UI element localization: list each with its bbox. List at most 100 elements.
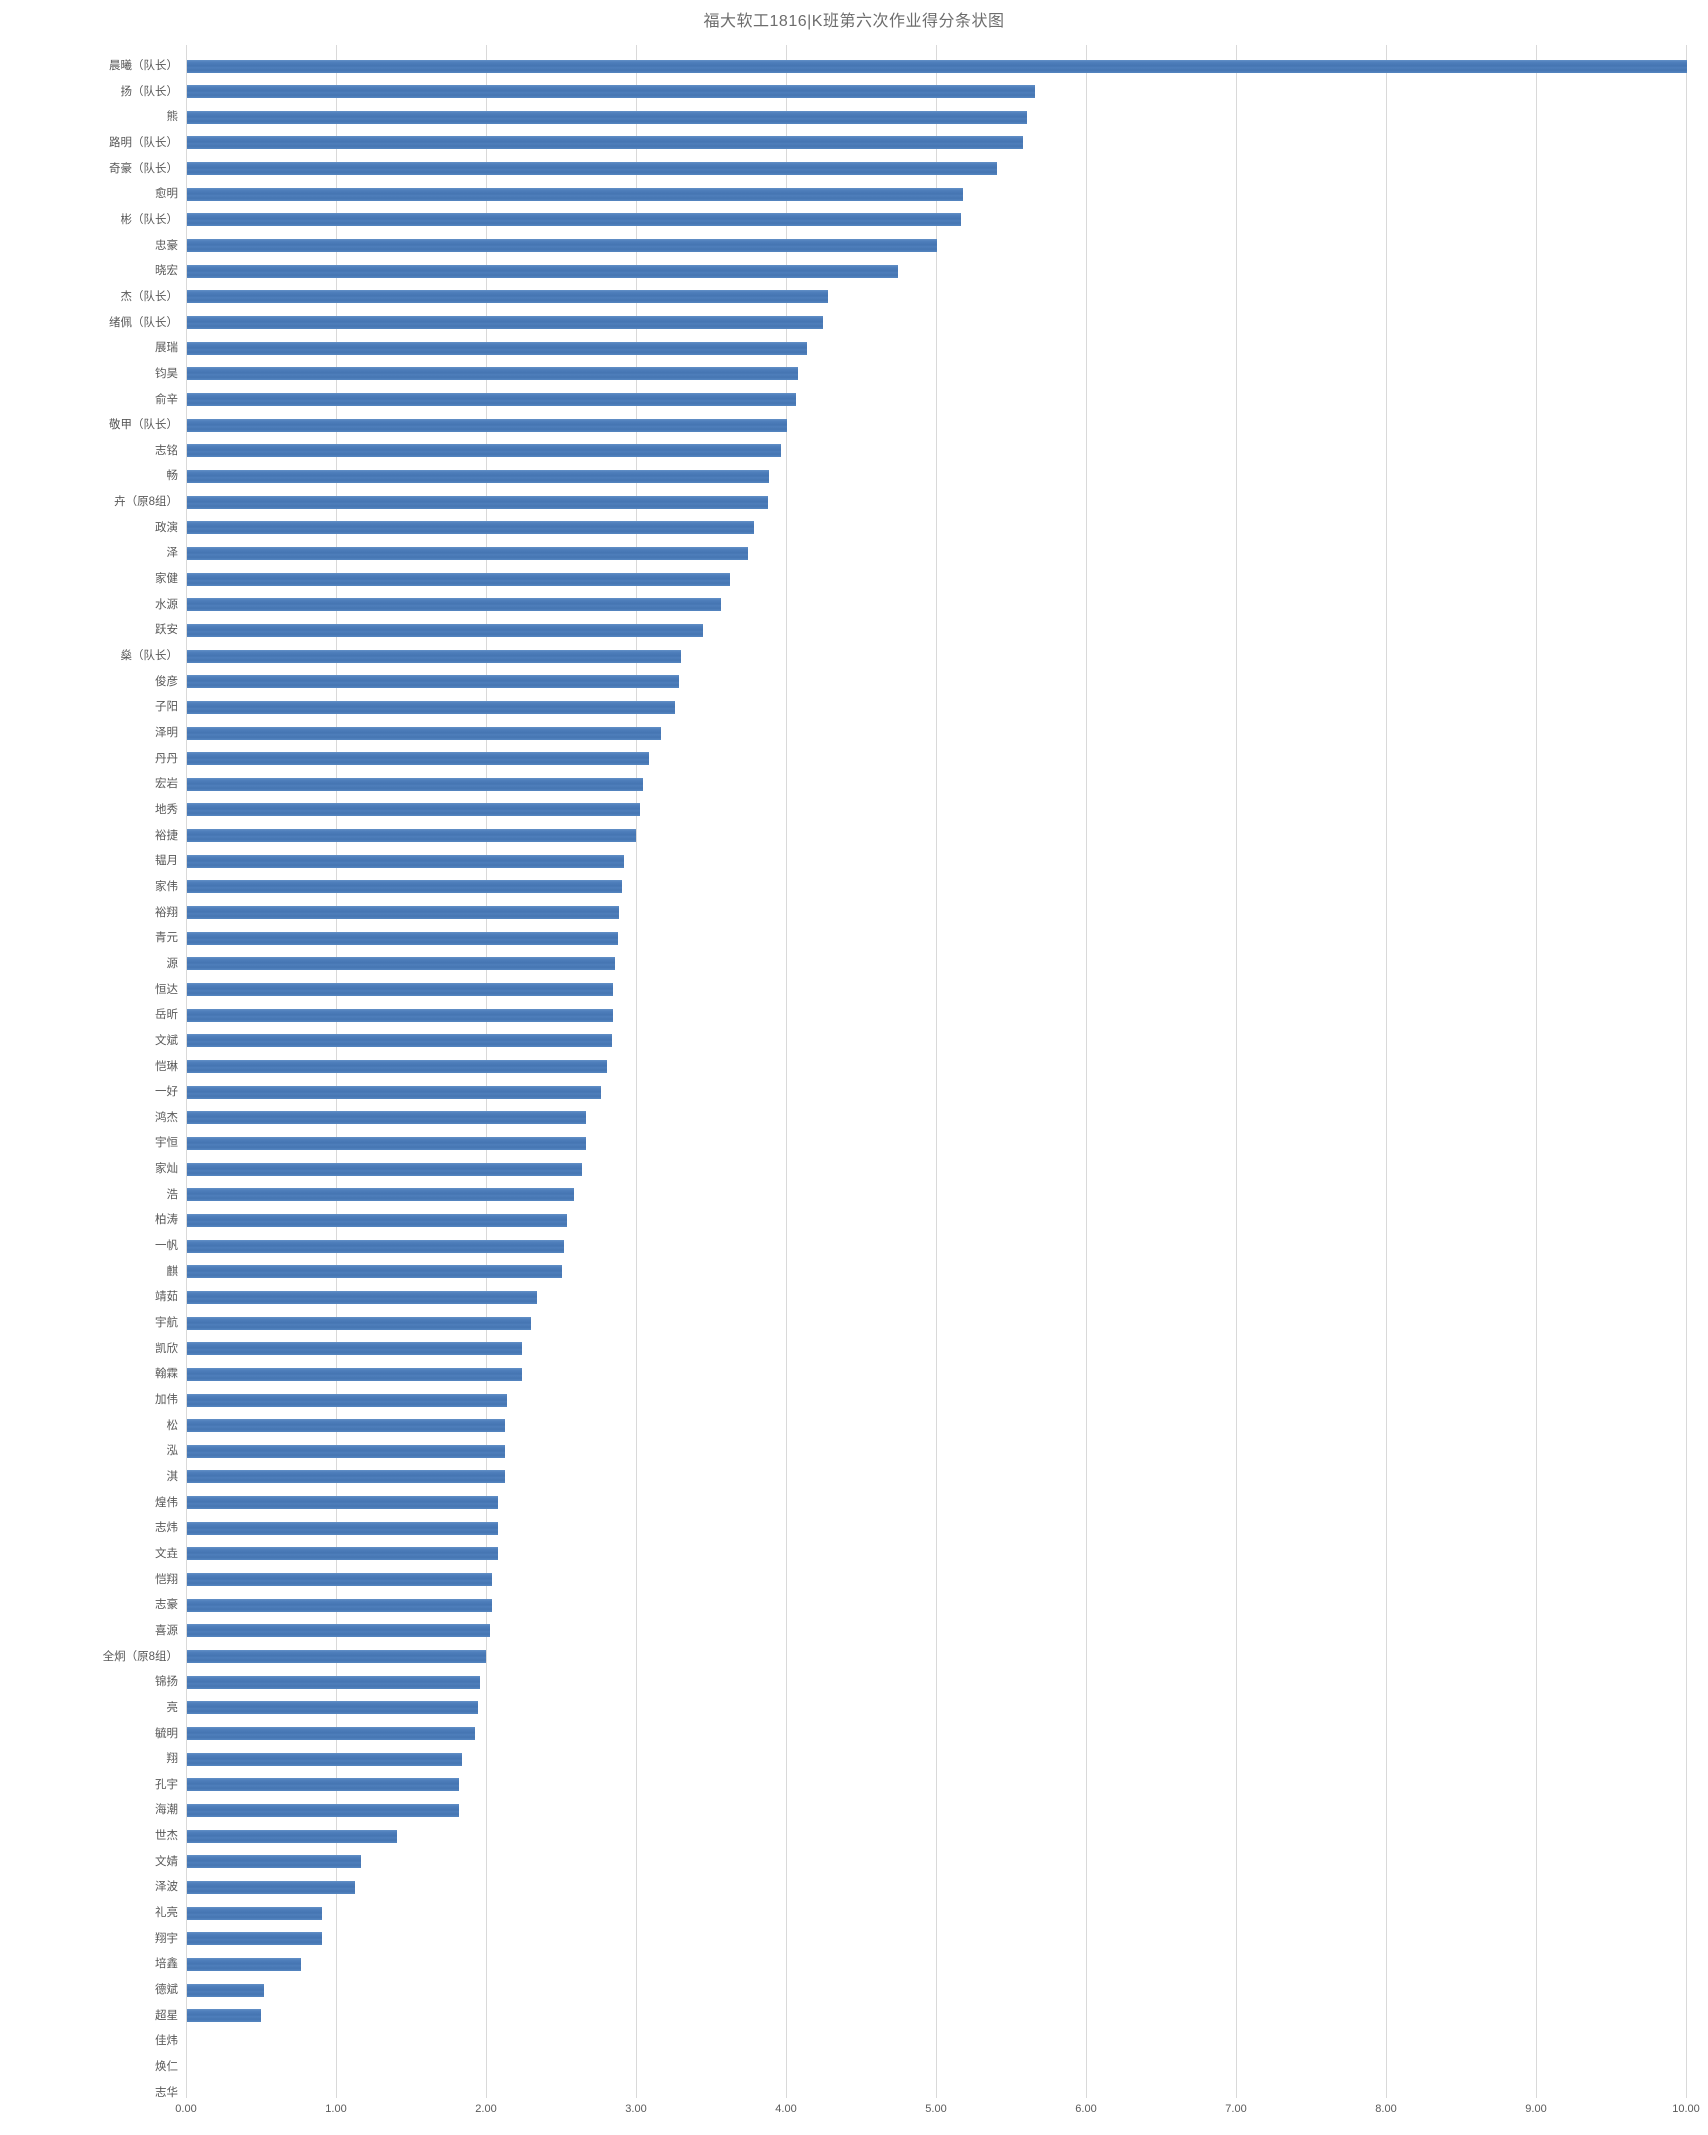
- bar-label: 凯欣: [155, 1342, 178, 1355]
- bar-label: 家灿: [155, 1163, 178, 1176]
- bar-label: 佳炜: [155, 2035, 178, 2048]
- bar: [187, 1701, 478, 1715]
- bar-label: 靖茹: [155, 1291, 178, 1304]
- bar: [187, 1060, 607, 1073]
- bar-label: 翰霖: [155, 1368, 178, 1381]
- bar: [187, 598, 721, 612]
- x-tick-label: 0.00: [175, 2103, 197, 2115]
- bar: [187, 444, 781, 458]
- grid-line: [1686, 45, 1687, 2098]
- grid-line: [786, 45, 787, 2098]
- bar: [187, 1008, 613, 1022]
- bar: [187, 469, 769, 483]
- bar-label: 文婧: [155, 1855, 178, 1868]
- bar: [187, 1162, 582, 1176]
- bar: [187, 623, 703, 637]
- bar-label: 水源: [155, 598, 178, 611]
- bar: [187, 1367, 522, 1381]
- bar-label: 志豪: [155, 1599, 178, 1612]
- bar-label: 文垚: [155, 1547, 178, 1560]
- bar-label: 锦扬: [155, 1676, 178, 1689]
- bar-label: 海潮: [155, 1804, 178, 1817]
- bar: [187, 187, 963, 201]
- bar-label: 世杰: [155, 1830, 178, 1843]
- bar: [187, 1470, 505, 1484]
- bar-label: 志炜: [155, 1522, 178, 1535]
- bar: [187, 983, 613, 997]
- bar-label: 俞辛: [155, 393, 178, 406]
- bar-label: 恒达: [155, 983, 178, 996]
- bar-label: 青元: [155, 932, 178, 945]
- bar-label: 柏涛: [155, 1214, 178, 1227]
- bar: [187, 1803, 459, 1817]
- bar-label: 熊: [166, 111, 179, 124]
- bar-label: 裕捷: [155, 829, 178, 842]
- bar-label: 孔宇: [155, 1778, 178, 1791]
- bar: [187, 1521, 498, 1535]
- bar-label: 钧昊: [155, 367, 178, 380]
- bar: [187, 931, 618, 945]
- bar-label: 源: [166, 957, 179, 970]
- bar: [187, 264, 898, 278]
- bar-label: 鸿杰: [155, 1111, 178, 1124]
- bar-label: 喜源: [155, 1624, 178, 1637]
- bar: [187, 1188, 574, 1202]
- x-tick-label: 5.00: [925, 2103, 947, 2115]
- bar: [187, 1906, 322, 1920]
- bar: [187, 1265, 562, 1279]
- bar: [187, 85, 1035, 99]
- bar-label: 亮: [166, 1701, 179, 1714]
- bar-label: 卉（原8组）: [114, 496, 178, 509]
- bar: [187, 393, 796, 406]
- bar: [187, 829, 636, 843]
- grid-line: [1386, 45, 1387, 2098]
- bar: [187, 1342, 522, 1356]
- bar-label: 全炯（原8组）: [102, 1650, 178, 1663]
- bar: [187, 1136, 586, 1150]
- bar-label: 晓宏: [155, 265, 178, 278]
- bar-label: 培鑫: [155, 1958, 178, 1971]
- bar: [187, 2009, 261, 2023]
- bar-label: 岳昕: [155, 1009, 178, 1022]
- bar-label: 畅: [166, 470, 179, 483]
- bar-label: 加伟: [155, 1394, 178, 1406]
- bar: [187, 1932, 322, 1946]
- bar-label: 宇航: [155, 1317, 178, 1330]
- bar-label: 超星: [155, 2009, 178, 2022]
- bar: [187, 1855, 361, 1869]
- grid-line: [1086, 45, 1087, 2098]
- bar-label: 家伟: [155, 880, 178, 893]
- bar: [187, 495, 768, 509]
- bar-label: 恺翔: [155, 1573, 178, 1586]
- bar: [187, 546, 748, 560]
- bar-label: 杰（队长）: [120, 290, 179, 303]
- bar-label: 一好: [155, 1086, 178, 1099]
- bar-label: 子阳: [155, 701, 178, 714]
- bar-label: 德斌: [155, 1984, 178, 1997]
- x-tick-label: 10.00: [1672, 2103, 1700, 2115]
- bar-label: 家健: [155, 573, 178, 586]
- bar-label: 泓: [166, 1445, 179, 1458]
- x-tick-label: 1.00: [325, 2103, 347, 2115]
- bar: [187, 110, 1027, 124]
- bar-label: 泽: [166, 547, 179, 560]
- bar: [187, 239, 937, 253]
- bar: [187, 367, 798, 381]
- bar: [187, 162, 997, 176]
- bar-label: 翔: [166, 1753, 179, 1766]
- bar: [187, 1290, 537, 1304]
- bar: [187, 1829, 397, 1843]
- bar-label: 志华: [155, 2086, 178, 2099]
- bar: [187, 1547, 498, 1561]
- bar-label: 彬（队长）: [120, 213, 179, 226]
- chart-title: 福大软工1816|K班第六次作业得分条状图: [703, 13, 1005, 30]
- bar-label: 一帆: [155, 1240, 178, 1253]
- bar: [187, 1393, 507, 1407]
- bar: [187, 752, 649, 766]
- x-tick-label: 4.00: [775, 2103, 797, 2115]
- bar-label: 翔宇: [155, 1932, 178, 1945]
- bar-label: 淇: [166, 1470, 179, 1483]
- bar: [187, 726, 661, 740]
- bar: [187, 1419, 505, 1433]
